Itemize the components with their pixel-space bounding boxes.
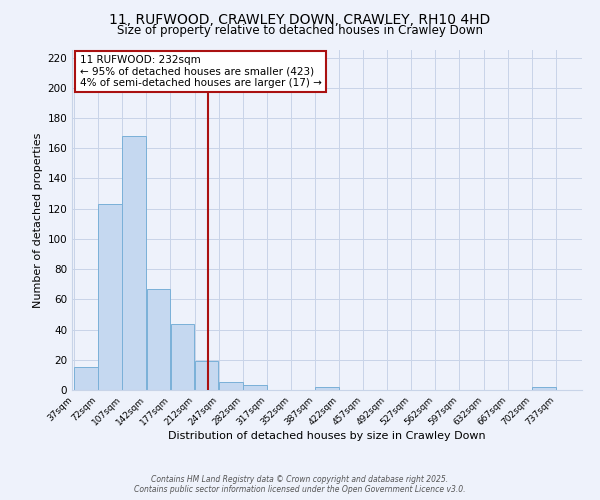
Bar xyxy=(219,382,242,390)
Bar xyxy=(170,324,194,390)
Text: 11 RUFWOOD: 232sqm
← 95% of detached houses are smaller (423)
4% of semi-detache: 11 RUFWOOD: 232sqm ← 95% of detached hou… xyxy=(80,55,322,88)
Bar xyxy=(122,136,146,390)
X-axis label: Distribution of detached houses by size in Crawley Down: Distribution of detached houses by size … xyxy=(168,431,486,441)
Text: 11, RUFWOOD, CRAWLEY DOWN, CRAWLEY, RH10 4HD: 11, RUFWOOD, CRAWLEY DOWN, CRAWLEY, RH10… xyxy=(109,12,491,26)
Bar xyxy=(194,362,218,390)
Bar xyxy=(532,387,556,390)
Bar xyxy=(74,368,98,390)
Bar xyxy=(146,289,170,390)
Text: Size of property relative to detached houses in Crawley Down: Size of property relative to detached ho… xyxy=(117,24,483,37)
Bar xyxy=(98,204,122,390)
Y-axis label: Number of detached properties: Number of detached properties xyxy=(33,132,43,308)
Bar xyxy=(243,386,266,390)
Text: Contains HM Land Registry data © Crown copyright and database right 2025.
Contai: Contains HM Land Registry data © Crown c… xyxy=(134,474,466,494)
Bar xyxy=(315,387,339,390)
